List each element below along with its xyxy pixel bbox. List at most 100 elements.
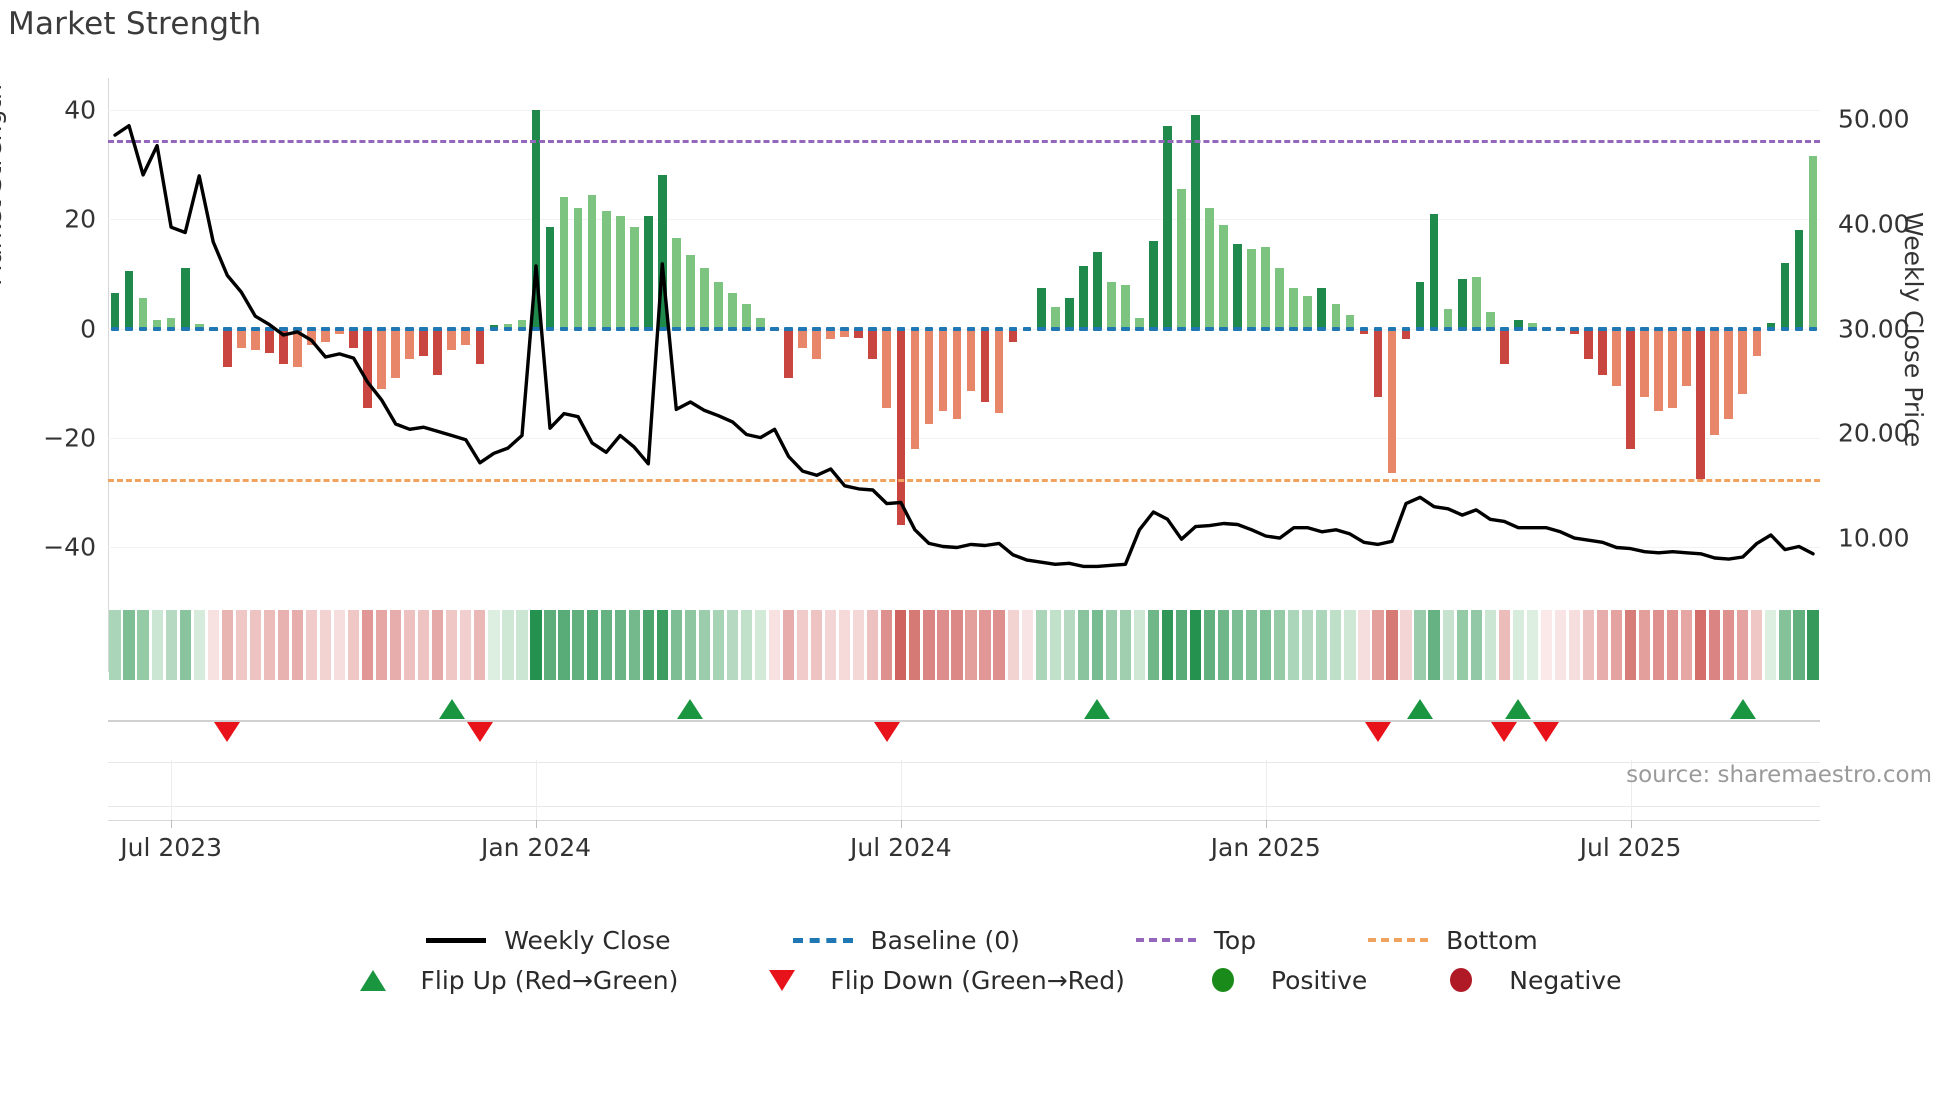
heatmap-cell	[235, 610, 247, 680]
baseline-dash	[1696, 326, 1706, 331]
baseline-dash	[1485, 326, 1495, 331]
legend-item[interactable]: Baseline (0)	[789, 920, 1020, 960]
strength-bar	[1303, 295, 1313, 329]
legend-item[interactable]: Bottom	[1364, 920, 1538, 960]
heatmap-cell	[1751, 610, 1763, 680]
strength-bar	[1247, 249, 1256, 329]
strength-bar	[686, 254, 695, 329]
baseline-dash	[1022, 326, 1032, 331]
strength-bar	[1626, 328, 1635, 449]
strength-bar	[1219, 224, 1228, 329]
strength-bar	[868, 328, 878, 359]
heatmap-cell	[1203, 610, 1216, 680]
strength-bar	[1064, 298, 1074, 329]
heatmap-cell	[1709, 610, 1721, 680]
baseline-dash	[1247, 326, 1256, 331]
strength-heatmap-strip	[108, 610, 1820, 680]
baseline-dash	[419, 326, 429, 331]
legend-item[interactable]: Positive	[1189, 960, 1367, 1000]
heatmap-cell	[782, 610, 795, 680]
strength-bar	[924, 328, 934, 425]
heatmap-cell	[825, 610, 837, 680]
baseline-dash	[573, 326, 583, 331]
strength-bar	[1598, 328, 1607, 375]
baseline-dash	[1654, 326, 1663, 331]
baseline-dash	[194, 326, 204, 331]
baseline-dash	[1149, 326, 1158, 331]
baseline-dash	[1092, 326, 1102, 331]
baseline-dash	[1738, 326, 1748, 331]
x-axis-tick-label: Jul 2024	[849, 833, 952, 862]
legend-item[interactable]: Top	[1132, 920, 1256, 960]
heatmap-cell	[600, 610, 612, 680]
heatmap-cell	[1667, 610, 1679, 680]
y-axis-left-tick-label: −40	[43, 532, 96, 562]
baseline-dash	[1106, 326, 1116, 331]
strength-bar	[1654, 328, 1663, 411]
heatmap-cell	[1484, 610, 1496, 680]
heatmap-cell	[1723, 610, 1735, 680]
x-axis-tick-mark	[900, 820, 902, 828]
heatmap-cell	[1610, 610, 1623, 680]
strength-bars	[108, 88, 1820, 580]
strength-bar	[405, 328, 415, 359]
flip-down-marker	[873, 722, 900, 742]
heatmap-cell	[1807, 610, 1819, 680]
heatmap-cell	[1063, 610, 1075, 680]
baseline-dash	[1598, 326, 1607, 331]
heatmap-cell	[249, 610, 261, 680]
legend-item[interactable]: Negative	[1427, 960, 1621, 1000]
baseline-dash	[1275, 326, 1285, 331]
heatmap-cell	[839, 610, 851, 680]
lower-axis-panel	[108, 760, 1820, 820]
baseline-dash	[1135, 326, 1144, 331]
strength-bar	[1766, 323, 1776, 329]
strength-bar	[138, 298, 148, 329]
legend-item[interactable]: Weekly Close	[422, 920, 671, 960]
baseline-dash	[475, 326, 485, 331]
heatmap-cell	[1358, 610, 1370, 680]
heatmap-cell	[1035, 610, 1047, 680]
heatmap-cell	[376, 610, 388, 680]
baseline-dash	[1542, 326, 1551, 331]
legend-item-label: Bottom	[1446, 925, 1538, 955]
baseline-dash	[265, 326, 274, 331]
x-axis-tick-mark	[1630, 820, 1632, 828]
legend-item[interactable]: Flip Up (Red→Green)	[339, 960, 678, 1000]
heatmap-cell	[572, 610, 584, 680]
chart-legend: Weekly Close Baseline (0) Top Bottom Flip U…	[0, 920, 1960, 1000]
heatmap-cell	[1400, 610, 1412, 680]
strength-bar	[545, 227, 555, 329]
y-axis-right-tick-label: 20.00	[1838, 418, 1910, 448]
heatmap-cell	[754, 610, 767, 680]
strength-bar	[1261, 246, 1271, 329]
strength-bar	[1401, 328, 1411, 340]
strength-bar	[1106, 282, 1116, 329]
flip-up-marker	[1729, 699, 1756, 719]
strength-bar	[910, 328, 920, 449]
baseline-dash	[770, 326, 779, 331]
flip-up-marker	[1505, 699, 1532, 719]
baseline-dash	[798, 326, 807, 331]
baseline-dash	[1556, 326, 1565, 331]
strength-bar	[1794, 230, 1804, 329]
strength-bar	[180, 268, 190, 329]
strength-bar	[1513, 320, 1523, 329]
heatmap-cell	[642, 610, 654, 680]
baseline-dash	[587, 326, 597, 331]
y-axis-right-tick-label: 30.00	[1838, 314, 1910, 344]
strength-bar	[433, 328, 443, 375]
gridline	[108, 328, 1820, 330]
x-axis-tick-mark	[1265, 820, 1267, 828]
strength-bar	[1527, 323, 1537, 329]
strength-bar	[1050, 306, 1060, 329]
strength-bar	[1275, 268, 1285, 329]
baseline-dash	[489, 326, 499, 331]
baseline-dash	[138, 326, 148, 331]
baseline-dash	[1078, 326, 1088, 331]
heatmap-cell	[1540, 610, 1552, 680]
baseline-dash	[1331, 326, 1341, 331]
flip-marker-lane	[108, 690, 1820, 750]
strength-bar	[166, 317, 176, 329]
legend-item[interactable]: Flip Down (Green→Red)	[748, 960, 1125, 1000]
